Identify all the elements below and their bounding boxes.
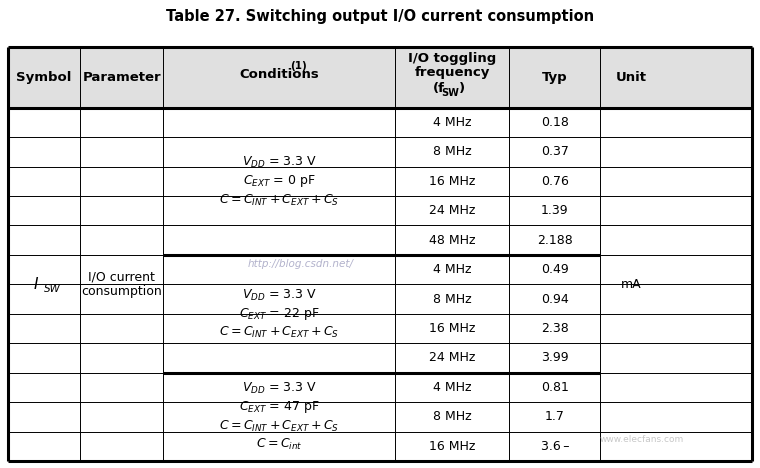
- Text: 1.7: 1.7: [545, 410, 565, 424]
- Text: 2.188: 2.188: [537, 234, 573, 247]
- Text: 24 MHz: 24 MHz: [429, 351, 476, 365]
- Text: 24 MHz: 24 MHz: [429, 204, 476, 217]
- Text: 8 MHz: 8 MHz: [433, 410, 471, 424]
- Text: 4 MHz: 4 MHz: [433, 263, 471, 276]
- Text: $C_{EXT}$ = 0 pF: $C_{EXT}$ = 0 pF: [243, 173, 315, 189]
- Text: $V_{DD}$ = 3.3 V: $V_{DD}$ = 3.3 V: [242, 155, 317, 170]
- Text: 16 MHz: 16 MHz: [429, 175, 476, 188]
- Text: frequency: frequency: [414, 66, 490, 79]
- Text: (f: (f: [433, 82, 445, 95]
- Text: SW: SW: [442, 88, 460, 98]
- Text: 8 MHz: 8 MHz: [433, 145, 471, 158]
- Text: $C = C_{INT} + C_{EXT}+ C_S$: $C = C_{INT} + C_{EXT}+ C_S$: [219, 192, 340, 207]
- Text: 4 MHz: 4 MHz: [433, 381, 471, 394]
- Text: http://blog.csdn.net/: http://blog.csdn.net/: [247, 259, 353, 270]
- Text: 1.39: 1.39: [541, 204, 568, 217]
- Text: $V_{DD}$ = 3.3 V: $V_{DD}$ = 3.3 V: [242, 381, 317, 396]
- Text: I: I: [34, 277, 38, 292]
- Text: Unit: Unit: [616, 71, 646, 84]
- Text: (1): (1): [290, 60, 307, 71]
- Text: 0.81: 0.81: [541, 381, 568, 394]
- Text: 0.94: 0.94: [541, 292, 568, 306]
- Text: 0.37: 0.37: [541, 145, 568, 158]
- Text: Typ: Typ: [542, 71, 568, 84]
- Text: 0.18: 0.18: [541, 116, 568, 129]
- Text: $C = C_{INT} + C_{EXT}+ C_S$: $C = C_{INT} + C_{EXT}+ C_S$: [219, 325, 340, 340]
- Text: SW: SW: [44, 284, 62, 294]
- Text: 16 MHz: 16 MHz: [429, 322, 476, 335]
- Text: I/O toggling: I/O toggling: [408, 52, 496, 65]
- Text: 3.6 –: 3.6 –: [540, 440, 569, 453]
- Text: Symbol: Symbol: [16, 71, 71, 84]
- Text: I/O current
consumption: I/O current consumption: [81, 271, 162, 298]
- Text: 48 MHz: 48 MHz: [429, 234, 476, 247]
- Text: 16 MHz: 16 MHz: [429, 440, 476, 453]
- Text: 0.76: 0.76: [541, 175, 568, 188]
- Text: ): ): [459, 82, 465, 95]
- Text: Conditions: Conditions: [239, 68, 319, 81]
- Text: $V_{DD}$ = 3.3 V: $V_{DD}$ = 3.3 V: [242, 287, 317, 303]
- Bar: [8, 47, 752, 108]
- Text: $C_{EXT}$ = 22 pF: $C_{EXT}$ = 22 pF: [239, 306, 320, 322]
- Text: 8 MHz: 8 MHz: [433, 292, 471, 306]
- Text: $C = C_{int}$: $C = C_{int}$: [256, 437, 302, 453]
- Text: 4 MHz: 4 MHz: [433, 116, 471, 129]
- Text: 2.38: 2.38: [541, 322, 568, 335]
- Text: $C_{EXT}$ = 47 pF: $C_{EXT}$ = 47 pF: [239, 400, 320, 416]
- Text: www.elecfans.com: www.elecfans.com: [600, 435, 684, 445]
- Text: Parameter: Parameter: [82, 71, 161, 84]
- Text: mA: mA: [620, 278, 641, 291]
- Text: $C = C_{INT} + C_{EXT}+ C_S$: $C = C_{INT} + C_{EXT}+ C_S$: [219, 418, 340, 434]
- Text: Table 27. Switching output I/O current consumption: Table 27. Switching output I/O current c…: [166, 9, 594, 24]
- Text: 3.99: 3.99: [541, 351, 568, 365]
- Text: 0.49: 0.49: [541, 263, 568, 276]
